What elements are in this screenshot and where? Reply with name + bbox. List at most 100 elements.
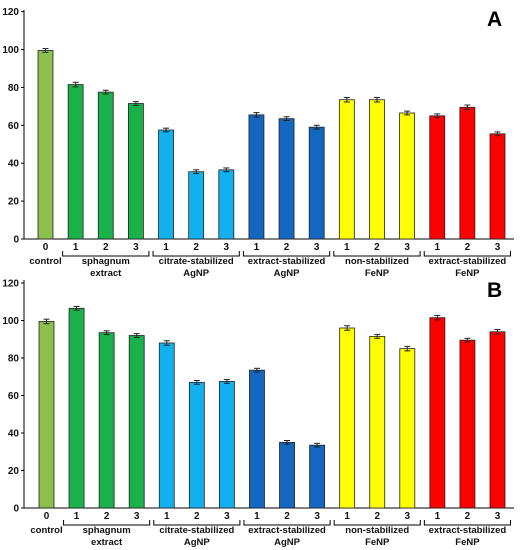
group-bracket — [423, 520, 511, 526]
group-label: non-stabilized — [345, 256, 409, 267]
y-tick-label: 100 — [2, 45, 19, 56]
category-label: 2 — [194, 511, 200, 522]
group-label: extract-stabilized — [248, 256, 326, 267]
category-label: 2 — [193, 242, 199, 253]
category-label: 0 — [43, 242, 49, 253]
bar — [429, 317, 446, 509]
category-label: 1 — [163, 242, 169, 253]
category-label: 2 — [374, 242, 380, 253]
bar — [399, 112, 416, 240]
bar — [489, 133, 506, 240]
category-label: 2 — [103, 242, 109, 253]
category-label: 3 — [224, 242, 230, 253]
category-label: 2 — [284, 511, 290, 522]
bar — [339, 327, 356, 509]
y-tick-label: 40 — [8, 429, 20, 440]
y-tick-label: 60 — [8, 391, 20, 402]
group-label: control — [29, 256, 61, 267]
y-tick-label: 60 — [8, 121, 20, 132]
category-label: 3 — [495, 242, 501, 253]
bar — [188, 381, 205, 509]
bar — [249, 369, 265, 509]
bar — [459, 339, 476, 509]
bar — [128, 335, 145, 509]
category-label: 1 — [254, 511, 260, 522]
bar — [127, 103, 144, 240]
y-tick-label: 20 — [8, 197, 20, 208]
bar — [459, 106, 476, 240]
group-label: citrate-stabilized — [159, 256, 234, 267]
category-label: 3 — [405, 511, 411, 522]
category-label: 1 — [74, 511, 80, 522]
bar — [218, 381, 235, 509]
group-label: extract-stabilized — [429, 525, 507, 536]
y-tick-label: 0 — [13, 504, 19, 515]
bar — [97, 91, 114, 240]
group-label: citrate-stabilized — [159, 525, 234, 536]
group-bracket — [333, 251, 421, 257]
category-label: 2 — [465, 242, 471, 253]
bar — [37, 50, 54, 240]
category-label: 3 — [495, 511, 501, 522]
group-label: AgNP — [183, 268, 210, 279]
bar — [338, 99, 355, 240]
y-tick-label: 120 — [2, 7, 19, 18]
group-bracket — [63, 520, 151, 526]
bar — [399, 348, 416, 509]
bar — [188, 171, 205, 240]
category-label: 1 — [164, 511, 170, 522]
category-label: 2 — [284, 242, 290, 253]
bar — [158, 342, 175, 509]
bar — [309, 444, 326, 509]
y-tick-label: 120 — [2, 279, 19, 290]
panel-label: A — [487, 8, 502, 31]
category-label: 1 — [254, 242, 260, 253]
group-label: AgNP — [184, 537, 211, 548]
category-label: 0 — [44, 511, 50, 522]
y-tick-label: 0 — [13, 235, 19, 246]
group-bracket — [333, 520, 421, 526]
bar — [248, 114, 265, 240]
bar — [369, 99, 385, 240]
bar — [68, 307, 85, 509]
bar — [369, 336, 386, 509]
group-label: AgNP — [274, 537, 301, 548]
bar — [98, 332, 115, 509]
bar — [158, 129, 174, 240]
y-tick-label: 20 — [8, 466, 20, 477]
group-bracket — [152, 251, 240, 257]
group-label: control — [30, 525, 62, 536]
category-label: 2 — [374, 511, 380, 522]
category-label: 3 — [133, 242, 139, 253]
group-bracket — [423, 251, 511, 257]
group-bracket — [242, 251, 331, 257]
y-tick-label: 80 — [8, 83, 20, 94]
category-label: 1 — [73, 242, 79, 253]
group-label: non-stabilized — [345, 525, 409, 536]
category-label: 2 — [465, 511, 471, 522]
category-label: 1 — [344, 511, 350, 522]
category-label: 1 — [435, 511, 441, 522]
group-label: sphagnum — [82, 256, 130, 267]
chart-panel-b: 0 20 40 60 80 100 120 0 1 2 3 1 2 3 1 2 3 1 2 3 1 2 3 control sp… — [2, 279, 514, 548]
group-label: sphagnum — [83, 525, 131, 536]
bar — [38, 321, 55, 509]
category-label: 1 — [344, 242, 350, 253]
group-label: FeNP — [455, 268, 480, 279]
bar — [489, 331, 506, 509]
category-label: 3 — [314, 242, 320, 253]
y-tick-label: 40 — [8, 159, 20, 170]
group-label: extract — [90, 268, 122, 279]
y-tick-label: 80 — [8, 354, 20, 365]
category-label: 3 — [404, 242, 410, 253]
group-label: FeNP — [365, 268, 390, 279]
group-label: extract-stabilized — [429, 256, 507, 267]
panel-label: B — [487, 279, 502, 302]
bar — [67, 84, 84, 240]
bar — [278, 118, 295, 240]
category-label: 3 — [224, 511, 230, 522]
group-label: extract — [91, 537, 123, 548]
group-label: AgNP — [274, 268, 301, 279]
category-label: 3 — [314, 511, 320, 522]
